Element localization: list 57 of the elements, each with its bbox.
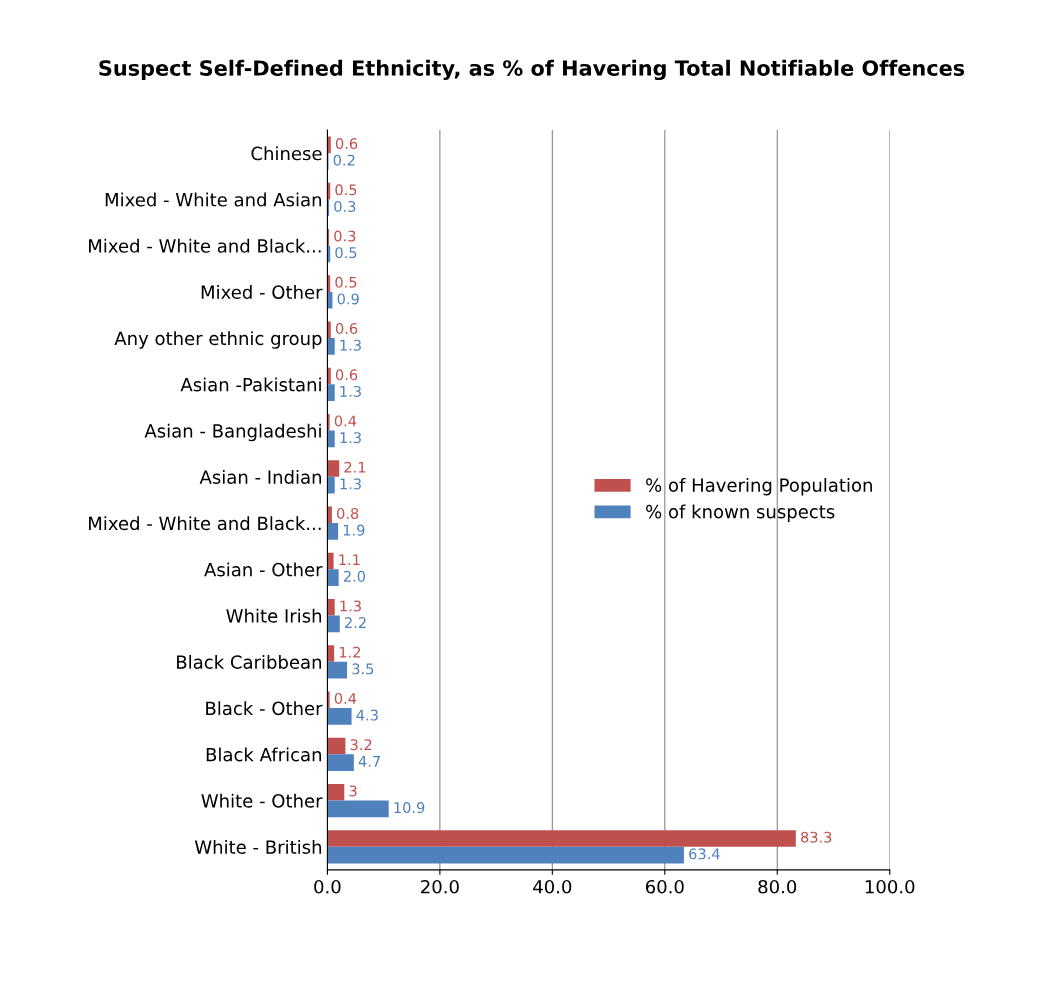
data-label: 10.9 [394,802,425,814]
data-label: 0.5 [335,276,357,288]
data-label: 4.7 [358,756,380,767]
data-label: 1.3 [340,600,361,612]
data-label: 3 [349,785,357,797]
y-tick-label: Black - Other [206,701,323,716]
y-tick-label: White Irish [226,608,322,623]
data-label: 0.3 [334,200,356,212]
data-label: 0.4 [334,692,357,704]
x-tick-label: 20.0 [421,879,459,894]
y-tick-label: Asian - Indian [199,469,322,484]
y-tick-label: Black African [206,747,322,762]
data-label: 1.9 [343,524,365,536]
data-label: 0.5 [335,184,357,196]
y-tick-label: Mixed - Other [201,285,323,299]
data-label: 0.4 [334,415,357,427]
y-tick-label: Mixed - White and Asian [105,192,322,207]
y-tick-label: Asian - Other [204,562,323,577]
y-tick-label: Chinese [251,146,322,161]
data-label: 1.3 [340,432,361,444]
data-label: 1.1 [339,554,360,566]
y-tick-label: White - British [194,839,322,854]
data-label: 2.0 [343,570,366,582]
x-tick-label: 80.0 [758,879,797,894]
y-tick-label: Asian - Bangladeshi [144,423,321,442]
chart-title: Suspect Self-Defined Ethnicity, as % of Havering Total Notifiable Offences [99,59,965,81]
y-tick-label: Any other ethnic group [114,331,322,349]
data-label: 2.1 [344,461,366,473]
data-label: 0.2 [333,154,355,166]
y-tick-label: Mixed - White and Black... [89,238,321,253]
data-label: 1.3 [340,478,361,490]
legend-label: % of Havering Population [646,477,872,496]
data-label: 2.2 [345,617,366,628]
data-label: 1.3 [340,385,361,397]
x-tick-label: 0.0 [314,879,341,894]
data-label: 0.5 [335,247,357,259]
data-label: 0.9 [337,293,359,305]
data-label: 0.8 [337,507,359,519]
data-label: 0.3 [334,230,356,242]
x-tick-label: 60.0 [645,879,684,894]
data-label: 83.3 [800,831,832,843]
data-label: 1.2 [339,646,361,658]
data-label: 0.6 [335,138,358,150]
legend-label: % of known suspects [646,504,835,522]
data-label: 3.5 [352,663,374,675]
data-label: 0.6 [335,369,358,381]
y-tick-label: Asian -Pakistani [180,377,321,392]
y-tick-label: White - Other [201,793,323,808]
data-label: 3.2 [350,739,372,751]
y-tick-label: Mixed - White and Black... [89,516,321,531]
data-label: 1.3 [340,339,361,351]
data-label: 63.4 [689,848,720,860]
x-tick-label: 40.0 [533,879,572,894]
data-label: 0.6 [335,323,358,335]
x-tick-label: 100.0 [865,879,915,894]
y-tick-label: Black Caribbean [177,654,322,669]
data-label: 4.3 [356,709,378,721]
